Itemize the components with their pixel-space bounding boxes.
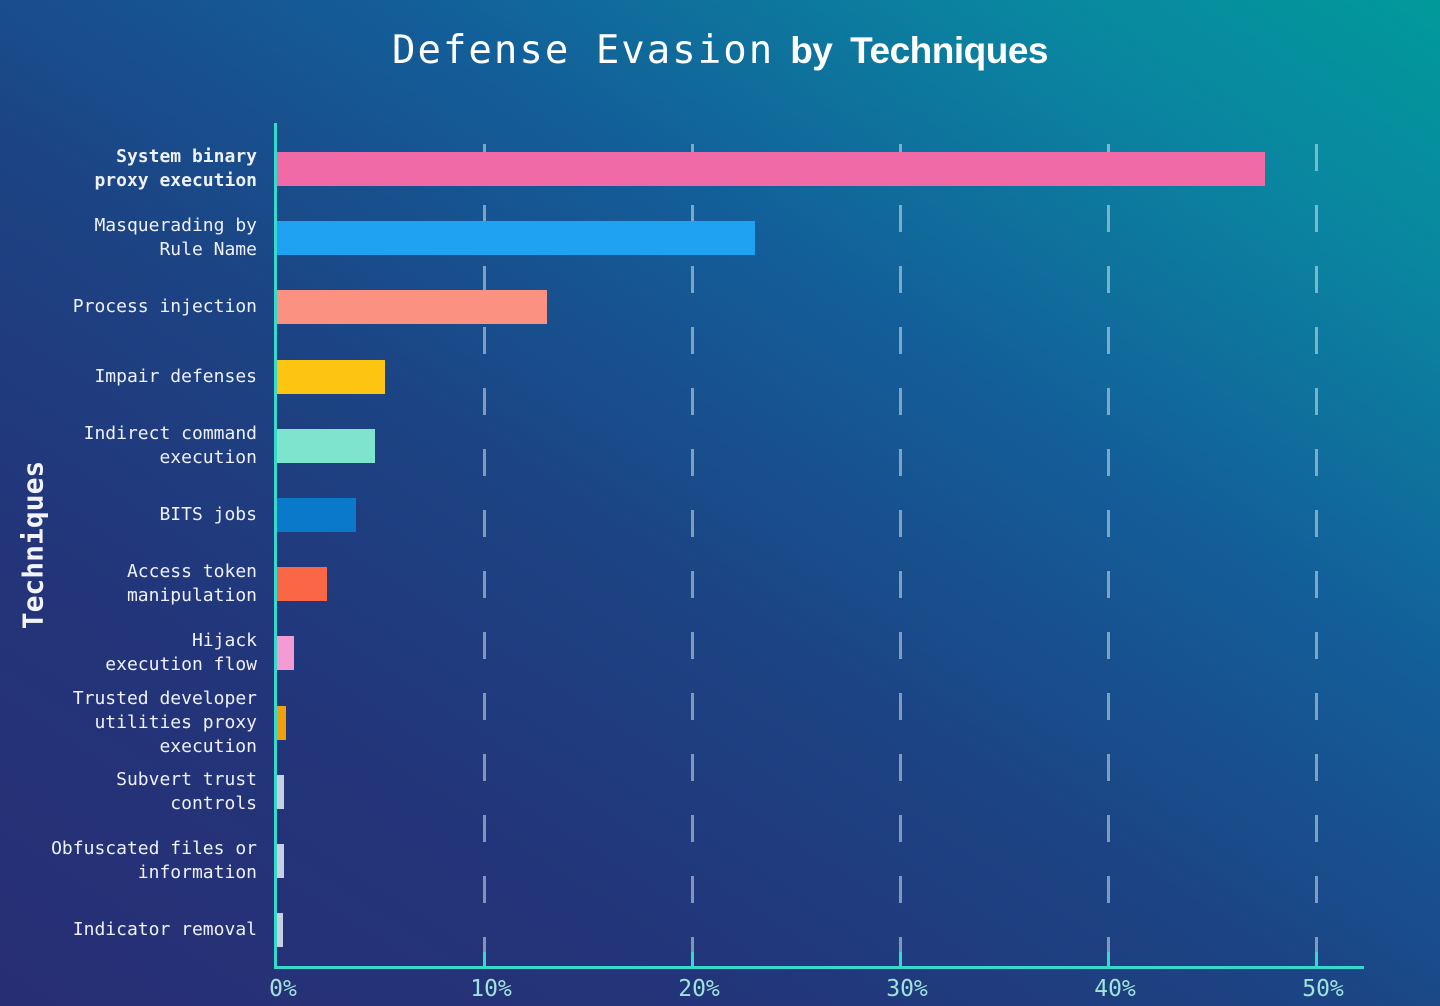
category-label-trusted-developer-utilities-proxy-execution: Trusted developer utilities proxy executio… [73,687,257,759]
category-label-line: Indicator removal [72,919,257,941]
bar-bits-jobs [277,498,356,532]
bar-indirect-command-execution [277,428,375,463]
category-label-line: Subvert trust [116,768,257,790]
category-label-line: Process injection [72,296,257,318]
category-label-line: System binary [116,146,257,167]
category-label-line: Trusted developer [72,687,257,709]
x-tick-mark-50 [1314,952,1318,966]
category-label-line: utilities proxy [94,711,257,733]
x-tick-mark-10 [482,952,486,966]
x-tick-label-30: 30% [886,976,928,1002]
gridline-30 [898,144,902,966]
category-label-line: BITS jobs [159,504,257,525]
bar-access-token-manipulation [277,567,327,602]
category-label-obfuscated-files-or-information: Obfuscated files or information [51,837,257,885]
chart-title: Defense Evasion by Techniques [0,28,1440,73]
bar-process-injection [277,290,548,325]
category-label-line: controls [170,792,257,814]
gridline-20 [690,144,694,966]
category-label-hijack-execution-flow: Hijack execution flow [105,629,257,677]
category-label-process-injection: Process injection [73,295,257,319]
category-label-line: Rule Name [159,239,257,261]
bar-trusted-developer-utilities-proxy-execution [277,705,287,740]
x-tick-label-50: 50% [1302,976,1344,1002]
category-label-line: Masquerading by [94,215,257,237]
chart-title-suffix: by Techniques [790,30,1048,71]
category-label-masquerading-by-rule-name: Masquerading by Rule Name [94,214,257,262]
category-label-line: information [137,862,257,883]
category-label-line: proxy execution [94,170,257,191]
category-label-indirect-command-execution: Indirect command execution [84,422,257,470]
category-label-line: Access token [126,561,257,583]
category-label-line: manipulation [126,585,257,607]
bar-obfuscated-files-or-information [277,844,285,878]
category-label-line: Obfuscated files or [51,838,257,859]
x-tick-label-10: 10% [470,976,512,1002]
category-label-line: Hijack [191,630,257,652]
category-label-impair-defenses: Impair defenses [94,365,257,389]
category-label-line: execution [159,735,257,757]
x-tick-label-20: 20% [678,976,720,1002]
gridline-50 [1314,144,1318,966]
chart-title-main: Defense Evasion [391,28,775,73]
x-tick-mark-40 [1106,952,1110,966]
y-axis-title: Techniques [16,460,50,630]
x-tick-mark-30 [898,952,902,966]
category-label-line: execution [159,446,257,468]
x-tick-mark-20 [690,952,694,966]
category-label-system-binary-proxy-execution: System binary proxy execution [94,145,257,193]
bar-system-binary-proxy-execution [277,152,1265,186]
category-label-indicator-removal: Indicator removal [73,918,257,942]
bar-subvert-trust-controls [277,774,285,809]
category-label-line: execution flow [105,654,257,676]
category-label-access-token-manipulation: Access token manipulation [127,560,257,608]
y-axis-line [274,123,277,969]
x-tick-label-0: 0% [269,976,297,1002]
category-label-line: Indirect command [83,422,257,444]
bar-masquerading-by-rule-name [277,221,756,256]
bar-indicator-removal [277,913,284,948]
category-label-bits-jobs: BITS jobs [159,503,257,527]
gridline-40 [1106,144,1110,966]
category-label-line: Impair defenses [94,365,257,387]
x-axis-line [274,966,1364,969]
gridline-10 [482,144,486,966]
category-label-subvert-trust-controls: Subvert trust controls [116,768,257,816]
bar-impair-defenses [277,359,386,394]
x-tick-label-40: 40% [1094,976,1136,1002]
bar-hijack-execution-flow [277,636,294,671]
